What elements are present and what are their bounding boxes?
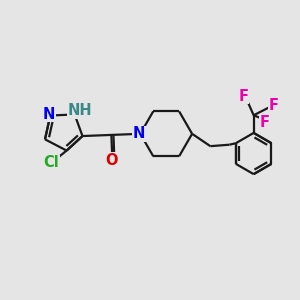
Text: NH: NH (68, 103, 92, 118)
Text: Cl: Cl (44, 155, 59, 170)
Text: F: F (260, 115, 269, 130)
Text: O: O (105, 153, 118, 168)
Text: N: N (43, 106, 55, 122)
Text: F: F (238, 88, 249, 104)
Text: F: F (269, 98, 279, 113)
Text: N: N (133, 126, 145, 141)
